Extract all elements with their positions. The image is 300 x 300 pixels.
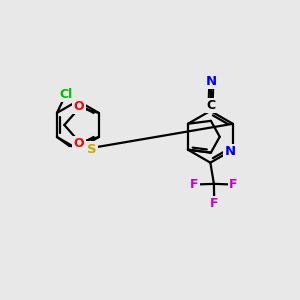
Text: F: F — [210, 197, 218, 210]
Text: F: F — [229, 178, 238, 191]
Text: O: O — [74, 100, 84, 113]
Text: Cl: Cl — [59, 88, 72, 100]
Text: O: O — [74, 137, 84, 150]
Text: C: C — [206, 99, 215, 112]
Text: N: N — [225, 145, 236, 158]
Text: S: S — [87, 143, 97, 156]
Text: F: F — [190, 178, 199, 191]
Text: N: N — [206, 75, 217, 88]
